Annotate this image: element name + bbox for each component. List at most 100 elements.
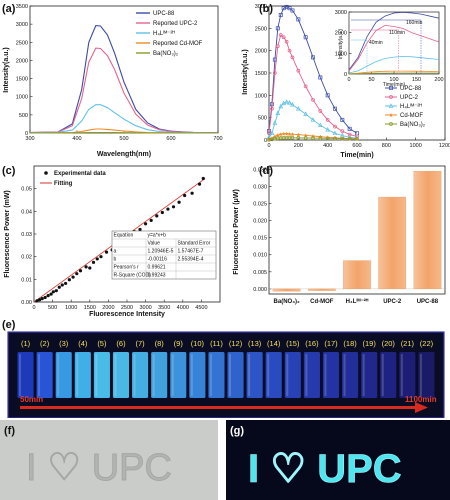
panel-c-data-point bbox=[95, 257, 99, 261]
panel-b-marker bbox=[269, 130, 275, 136]
panel-b-marker bbox=[325, 118, 330, 122]
panel-b-series-line bbox=[268, 6, 358, 134]
panel-b-marker bbox=[278, 103, 284, 109]
panel-c-data-point bbox=[155, 214, 159, 218]
panel-b-marker bbox=[311, 136, 315, 140]
panel-c-data-point bbox=[54, 289, 58, 293]
vial-highlight bbox=[57, 354, 60, 396]
panel-b-inset-ytick-label: 3000 bbox=[335, 10, 347, 16]
panel-d-ytick-label: 0.000 bbox=[253, 287, 267, 293]
panel-c-data-point bbox=[37, 298, 42, 302]
vial-label: (14) bbox=[267, 339, 281, 348]
panel-b-inset-ytick-label: 2000 bbox=[335, 31, 347, 37]
panel-d-label: (d) bbox=[259, 165, 273, 177]
panel-b-inset-line bbox=[348, 55, 440, 74]
panel-c-data-point bbox=[177, 200, 181, 204]
panel-a-xtick-label: 500 bbox=[119, 136, 128, 142]
vial bbox=[322, 352, 340, 398]
panel-a-legend-label: H₄Lᴵᴹ⁻²ᴴ bbox=[153, 30, 175, 37]
panel-c-legend-label: Experimental data bbox=[54, 171, 106, 177]
vial-highlight bbox=[171, 354, 174, 396]
panel-b-marker bbox=[281, 100, 287, 106]
panel-b-marker bbox=[287, 6, 292, 11]
vial-highlight bbox=[38, 354, 41, 396]
fit-table-cell: a bbox=[114, 249, 117, 255]
panel-d-chart: (d) 0.000 0.005 0.010 0.015 0.020 0.025 0.030 0… bbox=[233, 165, 446, 305]
panel-b-ytick-label: 500 bbox=[258, 116, 267, 122]
vial-highlight bbox=[400, 354, 403, 396]
vial bbox=[74, 352, 91, 398]
panel-b-inset-line bbox=[348, 11, 440, 71]
panel-b-marker bbox=[318, 75, 323, 80]
panel-a-legend-label: Reported UPC-2 bbox=[153, 21, 198, 27]
panel-b-ytick-label: 3000 bbox=[255, 4, 267, 10]
panel-b-marker bbox=[278, 12, 283, 17]
panel-a-xlabel: Wavelength(nm) bbox=[97, 151, 151, 158]
vial bbox=[151, 352, 168, 398]
panel-b-marker bbox=[303, 35, 308, 40]
panel-b-inset-xtick-label: 50 bbox=[368, 77, 374, 83]
panel-d-category-label: UPC-2 bbox=[383, 299, 402, 305]
vial bbox=[380, 352, 397, 398]
vial-label: (6) bbox=[116, 339, 126, 348]
vial-highlight bbox=[95, 354, 98, 396]
vial bbox=[17, 352, 34, 398]
panel-b-marker bbox=[275, 44, 280, 49]
fit-table-cell: 1.57467E-7 bbox=[178, 249, 204, 255]
panel-a-series-line bbox=[29, 104, 219, 134]
panel-c-data-point bbox=[51, 290, 55, 294]
vial bbox=[418, 352, 435, 398]
panel-c-xtick-label: 2500 bbox=[121, 305, 133, 311]
panel-b-xtick-label: 1000 bbox=[410, 143, 422, 149]
panel-g-photo: (g) I ♡ UPC bbox=[226, 420, 450, 500]
panel-a-legend-label: Ba(NO₃)₂ bbox=[153, 51, 179, 57]
vial-highlight bbox=[267, 354, 270, 396]
panel-a-ytick-label: 3500 bbox=[16, 4, 28, 10]
panel-c-ytick-label: 0.01 bbox=[21, 277, 32, 283]
panel-b-marker bbox=[278, 33, 283, 37]
vial-rack-background bbox=[8, 332, 444, 418]
vial-highlight bbox=[419, 354, 422, 396]
panel-c-xtick-label: 1500 bbox=[84, 305, 96, 311]
vial bbox=[112, 352, 130, 398]
panel-c-data-point bbox=[91, 260, 96, 264]
vial-label: (19) bbox=[363, 339, 377, 348]
panel-b-xtick-label: 200 bbox=[294, 143, 303, 149]
panel-b-legend-label: Cd-MOF bbox=[400, 113, 423, 119]
panel-c-ytick-label: 0.00 bbox=[21, 300, 32, 306]
panel-b-marker bbox=[275, 133, 280, 138]
panel-c-data-point bbox=[138, 227, 142, 232]
panel-c-xtick-label: 4000 bbox=[177, 305, 189, 311]
panel-b-marker bbox=[347, 126, 352, 131]
panel-c-data-point bbox=[43, 295, 47, 300]
dark-background bbox=[226, 420, 450, 500]
panel-b-inset-line bbox=[348, 70, 440, 75]
panel-a-chart: (a) 300 400 500 600 700 0 500 1000 1500 2000 2500 3… bbox=[2, 3, 223, 158]
panel-b-marker bbox=[273, 71, 277, 75]
vial bbox=[265, 352, 282, 398]
vial bbox=[227, 352, 244, 398]
panel-b-inset-frame bbox=[348, 11, 440, 75]
panel-d-category-label: H₄Lᴵᴹ⁻²ᴴ bbox=[346, 298, 369, 305]
vial-label: (5) bbox=[97, 339, 107, 348]
panel-b-marker bbox=[296, 17, 301, 22]
panel-a-xtick-label: 600 bbox=[166, 136, 175, 142]
panel-c-xlabel: Fluorescence Intensity bbox=[89, 311, 165, 318]
panel-b-inset-line bbox=[348, 24, 440, 72]
panel-d-ytick-label: 0.005 bbox=[253, 270, 267, 276]
panel-d-ytick-label: 0.020 bbox=[253, 219, 267, 225]
panel-b-marker bbox=[284, 99, 289, 104]
panel-b-marker bbox=[278, 132, 283, 137]
fit-table-cell: 1.20946E-5 bbox=[148, 249, 174, 255]
vial bbox=[303, 352, 320, 398]
panel-d-ytick-label: 0.010 bbox=[253, 253, 267, 259]
panel-c-data-point bbox=[84, 265, 88, 269]
vial-label: (9) bbox=[174, 339, 184, 348]
paper-shading bbox=[0, 420, 218, 500]
time-start-label: 50min bbox=[20, 395, 43, 404]
panel-c-xtick-label: 500 bbox=[48, 305, 57, 311]
panel-b-marker bbox=[290, 55, 295, 60]
panel-c-data-point bbox=[183, 193, 187, 198]
panel-b-legend-marker bbox=[389, 95, 393, 99]
panel-c-ytick-label: 0.03 bbox=[21, 232, 32, 238]
